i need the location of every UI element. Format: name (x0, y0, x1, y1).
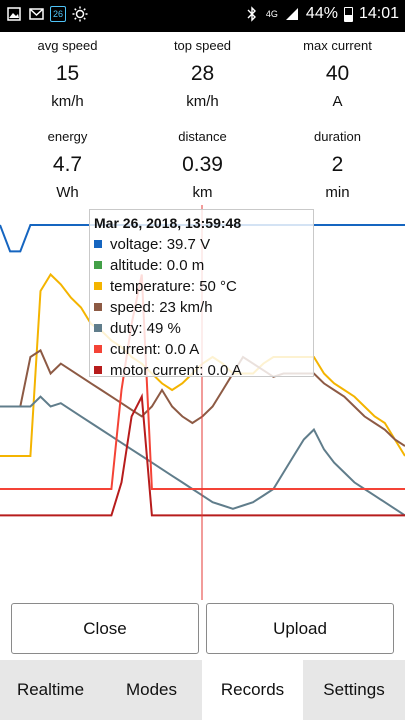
tab-settings[interactable]: Settings (323, 680, 385, 699)
stat-unit: Wh (56, 184, 79, 201)
stat-value: 0.39 (182, 153, 223, 176)
stat-label: energy (47, 129, 88, 144)
stat-unit: km/h (51, 93, 84, 110)
legend-swatch (94, 261, 102, 270)
tooltip-row-temperature: temperature: 50 °C (94, 276, 309, 297)
battery-percent: 44% (305, 5, 338, 22)
stat-unit: km (192, 184, 213, 201)
stat-label: distance (178, 129, 227, 144)
signal-icon (284, 6, 300, 22)
tooltip-row-duty: duty: 49 % (94, 318, 309, 339)
stat-label: max current (303, 38, 372, 53)
brightness-icon (72, 6, 88, 22)
stat-label: top speed (173, 38, 232, 53)
tooltip-text: voltage: 39.7 V (110, 236, 211, 253)
tooltip-title: Mar 26, 2018, 13:59:48 (94, 215, 242, 231)
stat-value: 4.7 (52, 153, 83, 176)
tab-modes[interactable]: Modes (125, 680, 178, 699)
tooltip-text: speed: 23 km/h (110, 299, 213, 316)
image-icon (6, 6, 22, 22)
legend-swatch (94, 282, 102, 291)
legend-swatch (94, 303, 102, 312)
tab-records[interactable]: Records (202, 660, 303, 720)
notification-icons: 26 (6, 6, 88, 22)
record-chart[interactable] (0, 205, 405, 600)
network-type: 4G (265, 8, 278, 19)
tooltip-text: current: 0.0 A (110, 341, 200, 358)
tooltip-text: temperature: 50 °C (110, 278, 237, 295)
stats-row-1: avg speed 15 km/h top speed 28 km/h max … (0, 32, 405, 122)
legend-swatch (94, 240, 102, 249)
chart-tooltip: Mar 26, 2018, 13:59:48 voltage: 39.7 V a… (89, 209, 314, 379)
tooltip-text: duty: 49 % (110, 320, 181, 337)
stats-row-2: energy 4.7 Wh distance 0.39 km duration … (0, 123, 405, 213)
tab-realtime[interactable]: Realtime (16, 680, 85, 699)
legend-swatch (94, 366, 102, 375)
bottom-tab-bar: Realtime Modes Records Settings (0, 660, 405, 720)
calendar-icon: 26 (50, 6, 66, 22)
tooltip-row-motor-current: motor current: 0.0 A (94, 360, 309, 381)
stat-label: avg speed (37, 38, 98, 53)
stat-label: duration (314, 129, 361, 144)
tooltip-text: motor current: 0.0 A (110, 362, 242, 379)
clock-time: 14:01 (358, 5, 399, 22)
legend-swatch (94, 345, 102, 354)
upload-button[interactable]: Upload (206, 603, 394, 654)
stat-value: 28 (190, 62, 215, 85)
bluetooth-icon (244, 6, 260, 22)
stat-value: 15 (55, 62, 80, 85)
mail-icon (28, 6, 44, 22)
stat-value: 40 (325, 62, 350, 85)
stat-unit: km/h (186, 93, 219, 110)
stat-unit: min (325, 184, 350, 201)
legend-swatch (94, 324, 102, 333)
stat-value: 2 (331, 153, 344, 176)
close-button[interactable]: Close (11, 603, 199, 654)
status-bar: 26 4G 44% 14:01 (0, 0, 405, 32)
system-icons: 4G 44% 14:01 (244, 5, 399, 23)
tooltip-row-altitude: altitude: 0.0 m (94, 255, 309, 276)
tooltip-row-speed: speed: 23 km/h (94, 297, 309, 318)
stat-unit: A (332, 93, 343, 110)
tooltip-row-current: current: 0.0 A (94, 339, 309, 360)
battery-icon (343, 6, 353, 22)
tooltip-text: altitude: 0.0 m (110, 257, 205, 274)
tooltip-row-voltage: voltage: 39.7 V (94, 234, 309, 255)
